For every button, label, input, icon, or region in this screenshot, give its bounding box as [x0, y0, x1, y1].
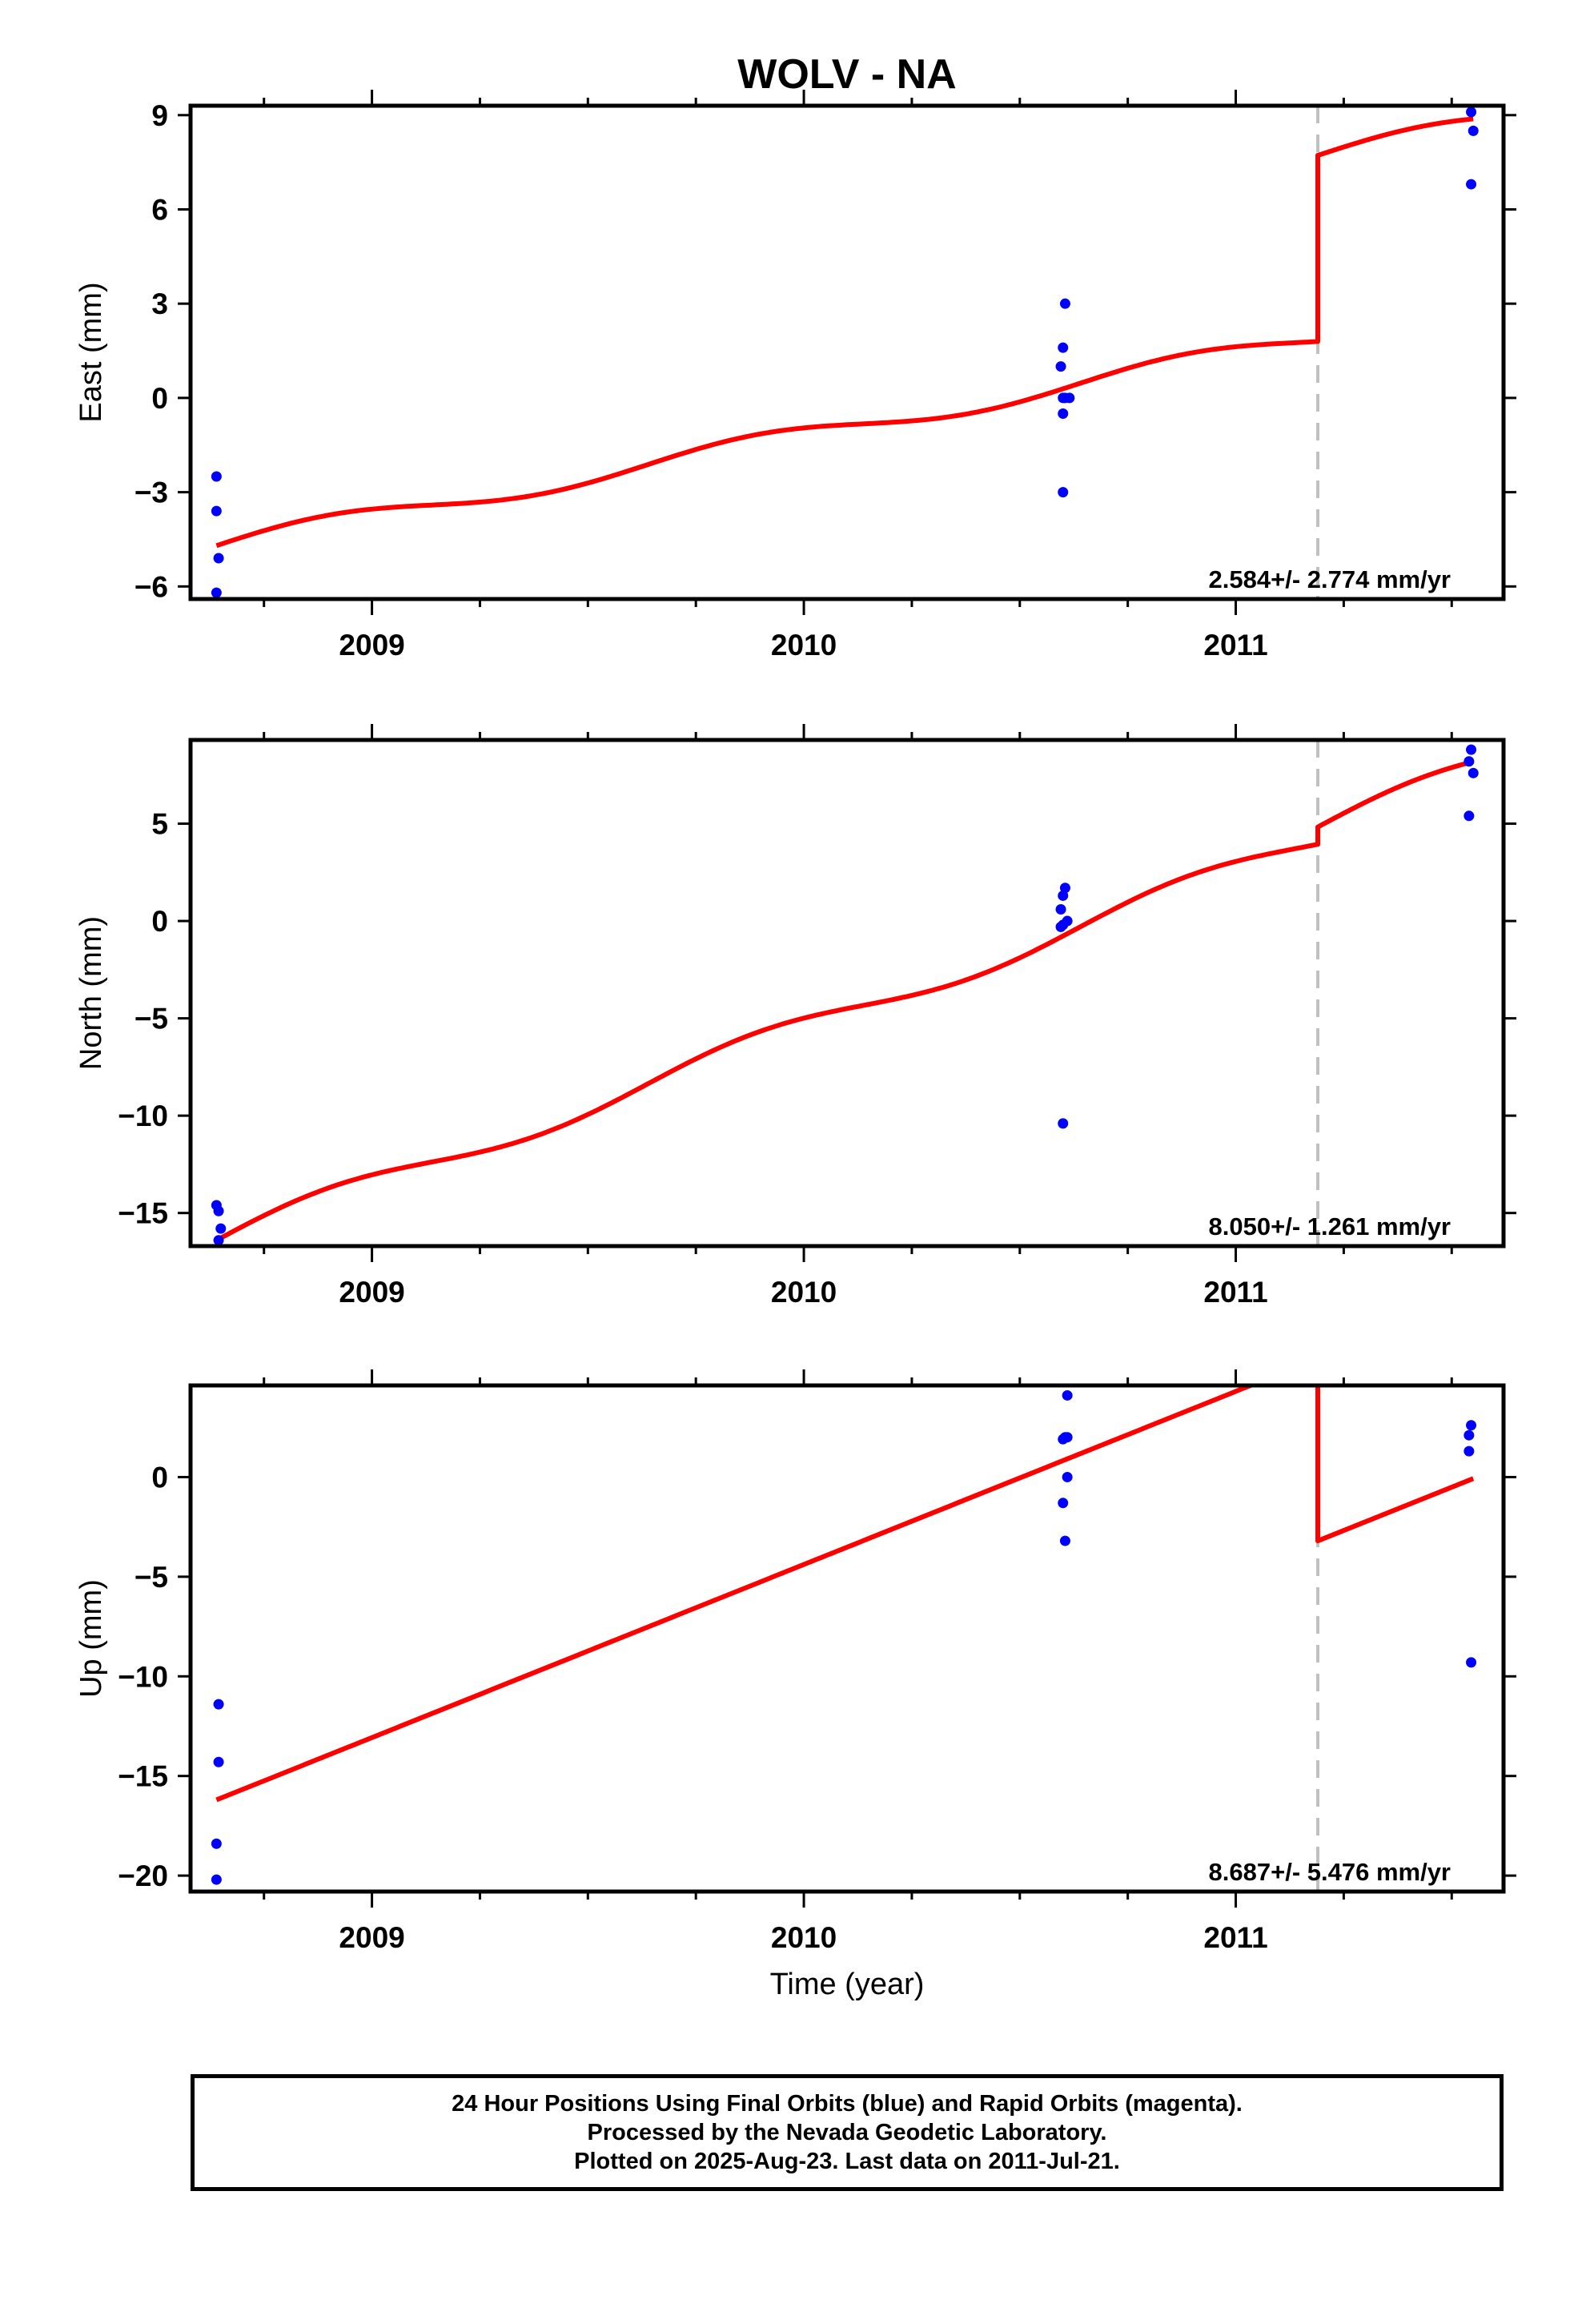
data-point [1055, 903, 1066, 915]
data-point [211, 505, 222, 517]
data-point [1468, 767, 1479, 778]
data-point [1058, 408, 1069, 420]
x-tick-label: 2011 [1203, 1921, 1267, 1954]
y-tick-label: 3 [151, 287, 168, 320]
y-tick-label: 0 [151, 382, 168, 415]
panel-east: WOLV - NA 2009 2010 2011 −6 −3 0 3 6 9 East (mm) 2.… [74, 51, 1516, 661]
x-tick-label: 2009 [339, 629, 404, 661]
y-axis-label: East (mm) [74, 282, 108, 422]
data-point [1468, 125, 1479, 136]
data-point [1058, 1118, 1069, 1129]
data-point [1058, 890, 1069, 901]
panel-north: 2009 2010 2011 −15 −10 −5 0 5 North (mm) 8.050+/-… [74, 724, 1516, 1309]
data-point [213, 553, 224, 564]
y-tick-label: −6 [135, 570, 168, 603]
data-point [1062, 1471, 1073, 1482]
data-point [1466, 1420, 1477, 1431]
model-line [215, 116, 1476, 549]
data-point [1466, 179, 1477, 190]
data-point [1464, 1445, 1475, 1457]
plot-frame [188, 103, 1506, 601]
y-tick-label: −10 [118, 1100, 168, 1132]
y-tick-label: −3 [135, 476, 168, 509]
x-axis-label: Time (year) [770, 1968, 925, 2001]
plot-area [211, 1385, 1477, 1892]
data-point [211, 587, 222, 598]
y-axis-label: Up (mm) [74, 1579, 108, 1698]
data-point [1058, 487, 1069, 498]
data-point [1464, 756, 1475, 767]
plot-area [211, 740, 1479, 1246]
y-tick-label: 5 [151, 808, 168, 841]
x-tick-label: 2011 [1203, 629, 1267, 661]
data-point [213, 1699, 224, 1710]
footer-line-2: Processed by the Nevada Geodetic Laborat… [587, 2120, 1107, 2145]
y-tick-label: 9 [151, 99, 168, 132]
rate-label: 8.050+/- 1.261 mm/yr [1209, 1212, 1451, 1240]
panel-up: 2009 2010 2011 −20 −15 −10 −5 0 Up (mm) Time (yea… [74, 1369, 1516, 2001]
data-point [211, 1874, 222, 1885]
y-tick-label: −10 [118, 1660, 168, 1693]
data-point [1466, 744, 1477, 755]
x-tick-label: 2011 [1203, 1276, 1267, 1309]
y-tick-label: 0 [151, 1461, 168, 1494]
data-point [213, 1756, 224, 1767]
data-point [1059, 1535, 1070, 1546]
x-tick-label: 2009 [339, 1276, 404, 1309]
y-tick-label: −5 [135, 1561, 168, 1594]
data-point [1055, 921, 1066, 932]
x-tick-label: 2009 [339, 1921, 404, 1954]
data-point [1464, 810, 1475, 822]
data-point [1059, 298, 1070, 309]
data-point [1055, 361, 1066, 372]
y-tick-label: −5 [135, 1003, 168, 1035]
data-point [213, 1205, 224, 1216]
data-point [1058, 1433, 1069, 1445]
data-point [1058, 342, 1069, 353]
data-point [213, 1235, 224, 1246]
x-tick-label: 2010 [771, 629, 837, 661]
rate-label: 2.584+/- 2.774 mm/yr [1209, 565, 1451, 593]
footer-caption-box: 24 Hour Positions Using Final Orbits (bl… [191, 2074, 1504, 2191]
plot-frame [188, 1383, 1506, 1894]
data-point [1464, 1429, 1475, 1441]
data-point [1062, 1389, 1073, 1401]
plot-area [211, 106, 1479, 599]
y-tick-label: −20 [118, 1860, 168, 1892]
footer-line-1: 24 Hour Positions Using Final Orbits (bl… [452, 2091, 1243, 2117]
chart-title: WOLV - NA [737, 51, 956, 98]
data-point [1058, 1498, 1069, 1509]
data-point [211, 1838, 222, 1849]
y-axis-label: North (mm) [74, 916, 108, 1070]
footer-line-3: Plotted on 2025-Aug-23. Last data on 201… [574, 2149, 1120, 2174]
x-tick-label: 2010 [771, 1276, 837, 1309]
data-point [215, 1223, 227, 1234]
model-line [215, 1385, 1476, 1803]
rate-label: 8.687+/- 5.476 mm/yr [1209, 1858, 1451, 1886]
x-tick-label: 2010 [771, 1921, 837, 1954]
plot-frame [188, 738, 1506, 1248]
data-point [1064, 392, 1075, 404]
y-tick-label: −15 [118, 1760, 168, 1793]
y-tick-label: 0 [151, 905, 168, 938]
data-point [1466, 107, 1477, 118]
data-point [1466, 1657, 1477, 1668]
y-tick-label: 6 [151, 193, 168, 226]
y-tick-label: −15 [118, 1197, 168, 1230]
data-point [211, 471, 222, 482]
model-line [215, 759, 1476, 1243]
